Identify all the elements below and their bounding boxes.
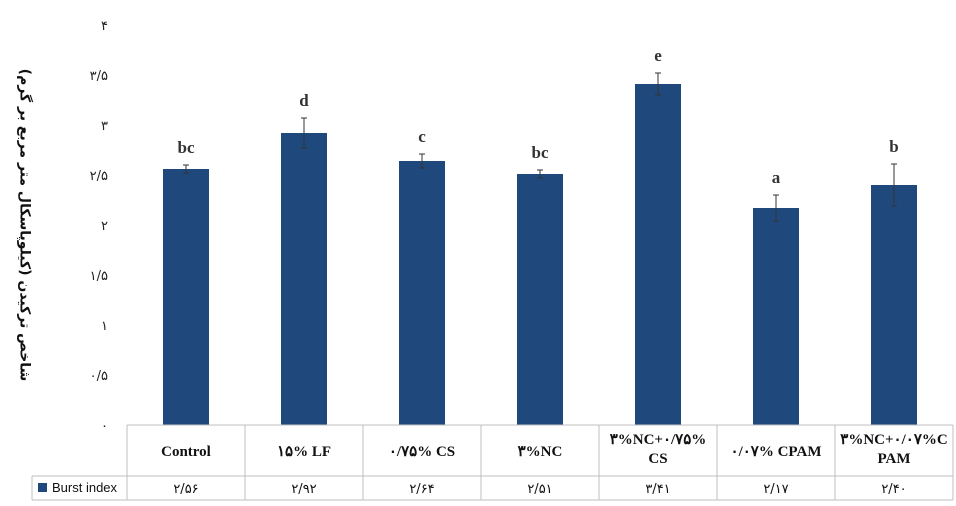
bar [517,174,563,425]
bar [281,133,327,425]
bar [635,84,681,425]
y-axis-title: شاخص ترکیدن (کیلوپاسکال متر مربع بر گرم) [16,68,32,382]
bar [871,185,917,425]
y-tick-label: ۲ [101,219,108,234]
y-axis: ۰ ۰/۵ ۱ ۱/۵ ۲ ۲/۵ ۳ ۳/۵ ۴ [90,19,108,434]
category-label: CS [648,451,667,467]
table-value: ۲/۱۷ [763,482,788,497]
y-tick-label: ۱/۵ [90,269,108,284]
bar [163,169,209,425]
table-value: ۲/۵۱ [527,482,552,497]
bar [399,161,445,425]
y-tick-label: ۰ [101,419,108,434]
category-label: PAM [877,451,910,467]
bar [753,208,799,425]
y-tick-label: ۱ [101,319,108,334]
table-value: ۲/۶۴ [409,482,434,497]
significance-letter: c [418,127,426,146]
y-tick-label: ۲/۵ [90,169,108,184]
table-value: ۲/۵۶ [173,482,198,497]
category-label: Control [161,444,211,460]
significance-letter: bc [532,143,549,162]
category-label: ۳%NC+۰/۰۷%C [840,432,947,448]
table-value: ۲/۹۲ [291,482,316,497]
significance-letter: e [654,46,662,65]
significance-letter: d [299,91,309,110]
legend-label: Burst index [52,480,118,495]
significance-letter: b [889,137,898,156]
category-label: ۰/۰۷% CPAM [731,444,822,460]
y-tick-label: ۳ [101,119,108,134]
category-label: ۳%NC [518,444,563,460]
data-table: Control ۱۵% LF ۰/۷۵% CS ۳%NC ۳%NC+۰/۷۵% CS ۰/۰… [31,424,954,501]
legend-swatch [38,483,47,492]
table-value: ۳/۴۱ [645,482,670,497]
significance-letter: bc [178,138,195,157]
table-value: ۲/۴۰ [881,482,906,497]
y-tick-label: ۴ [101,19,108,34]
significance-letter: a [772,168,781,187]
y-tick-label: ۳/۵ [90,69,108,84]
category-label: ۱۵% LF [277,444,331,460]
bars-group: bc d c bc e a b [163,46,917,425]
y-tick-label: ۰/۵ [90,369,108,384]
category-label: ۳%NC+۰/۷۵% [610,432,707,448]
y-axis-title-wrap: شاخص ترکیدن (کیلوپاسکال متر مربع بر گرم) [4,40,44,410]
category-label: ۰/۷۵% CS [389,444,455,460]
